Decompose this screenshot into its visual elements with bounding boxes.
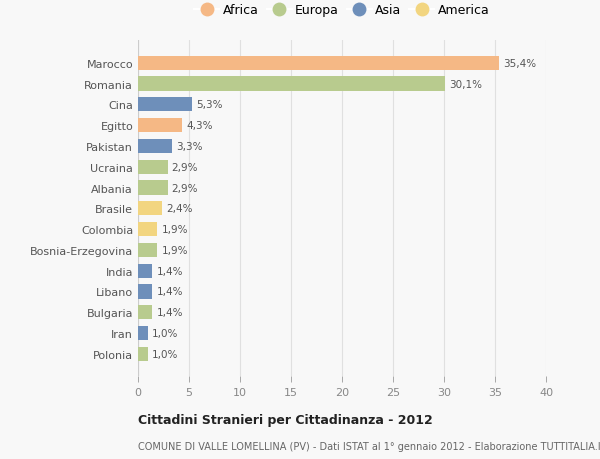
Text: 1,0%: 1,0% [152, 349, 179, 359]
Bar [138, 347, 148, 361]
Bar [138, 306, 152, 319]
Bar [138, 202, 163, 216]
Text: 2,4%: 2,4% [167, 204, 193, 214]
Legend: Africa, Europa, Asia, America: Africa, Europa, Asia, America [194, 4, 490, 17]
Bar [138, 119, 182, 133]
Text: 1,4%: 1,4% [157, 266, 183, 276]
Text: 1,9%: 1,9% [161, 224, 188, 235]
Text: 3,3%: 3,3% [176, 142, 202, 151]
Text: 35,4%: 35,4% [503, 59, 536, 68]
Text: 1,4%: 1,4% [157, 287, 183, 297]
Bar [138, 140, 172, 154]
Bar [138, 98, 192, 112]
Text: 1,4%: 1,4% [157, 308, 183, 318]
Bar [138, 223, 157, 237]
Text: 1,9%: 1,9% [161, 246, 188, 255]
Bar [138, 56, 499, 71]
Text: Cittadini Stranieri per Cittadinanza - 2012: Cittadini Stranieri per Cittadinanza - 2… [138, 413, 433, 426]
Bar [138, 160, 167, 174]
Bar [138, 326, 148, 341]
Bar [138, 264, 152, 278]
Text: 1,0%: 1,0% [152, 328, 179, 338]
Text: 5,3%: 5,3% [196, 100, 223, 110]
Bar [138, 285, 152, 299]
Bar [138, 181, 167, 195]
Text: 4,3%: 4,3% [186, 121, 212, 131]
Text: 2,9%: 2,9% [172, 183, 198, 193]
Bar [138, 243, 157, 257]
Bar [138, 77, 445, 91]
Text: 2,9%: 2,9% [172, 162, 198, 172]
Text: COMUNE DI VALLE LOMELLINA (PV) - Dati ISTAT al 1° gennaio 2012 - Elaborazione TU: COMUNE DI VALLE LOMELLINA (PV) - Dati IS… [138, 441, 600, 451]
Text: 30,1%: 30,1% [449, 79, 482, 90]
